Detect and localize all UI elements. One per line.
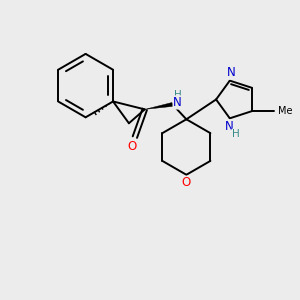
Polygon shape — [145, 103, 173, 110]
Text: H: H — [232, 129, 240, 139]
Text: O: O — [127, 140, 136, 152]
Text: Me: Me — [278, 106, 292, 116]
Text: H: H — [174, 89, 181, 100]
Text: N: N — [173, 96, 182, 109]
Text: N: N — [226, 66, 235, 79]
Text: N: N — [224, 120, 233, 133]
Text: O: O — [182, 176, 191, 189]
